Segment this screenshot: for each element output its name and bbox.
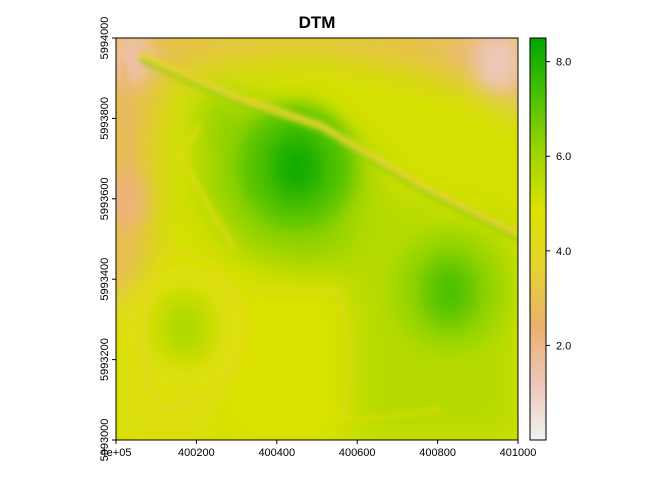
ditch-south [279, 378, 441, 422]
colorbar-tick-label: 4.0 [556, 246, 571, 258]
y-tick-label: 5993800 [99, 97, 111, 140]
axes: 4e+05 400200 400400 400600 400800 401000 59930… [99, 17, 536, 462]
raster-basin-layer [116, 38, 518, 390]
basin-core-2 [168, 305, 201, 350]
chart-title: DTM [299, 13, 336, 32]
low-terrain-north [116, 38, 518, 125]
field-boundary-s [250, 288, 352, 421]
y-tick-label: 5993400 [99, 258, 111, 301]
x-tick-label: 400600 [339, 447, 376, 459]
colorbar-fill [530, 38, 546, 440]
low-spot-1 [475, 38, 518, 91]
x-tick-label: 400200 [178, 447, 215, 459]
y-tick-label: 5993600 [99, 177, 111, 220]
x-tick-label: 401000 [500, 447, 537, 459]
field-boundary-n [177, 123, 237, 252]
colorbar-tick-label: 8.0 [556, 57, 571, 69]
raster-line-layer [121, 51, 518, 422]
dike-ditch [139, 58, 518, 241]
x-tick-label: 4e+05 [101, 447, 132, 459]
dtm-raster [116, 38, 518, 440]
colorbar-tick-label: 2.0 [556, 340, 571, 352]
colorbar-tick-label: 6.0 [556, 151, 571, 163]
basin-core-1 [433, 269, 466, 314]
low-terrain-west [116, 38, 172, 304]
field-boundary-sw [141, 248, 247, 412]
x-tick-label: 400800 [419, 447, 456, 459]
colorbar: 2.0 4.0 6.0 8.0 [529, 37, 571, 441]
dike-line [138, 51, 518, 238]
y-tick-label: 5994000 [99, 17, 111, 60]
basin-core-0 [280, 144, 313, 189]
x-tick-label: 400400 [258, 447, 295, 459]
y-tick-label: 5993200 [99, 338, 111, 381]
plot-frame [115, 37, 519, 441]
y-tick-label: 5993000 [99, 419, 111, 462]
field-south [240, 290, 350, 440]
colorbar-frame [529, 37, 547, 441]
west-embankment [121, 59, 133, 231]
low-spot-2 [116, 170, 147, 227]
